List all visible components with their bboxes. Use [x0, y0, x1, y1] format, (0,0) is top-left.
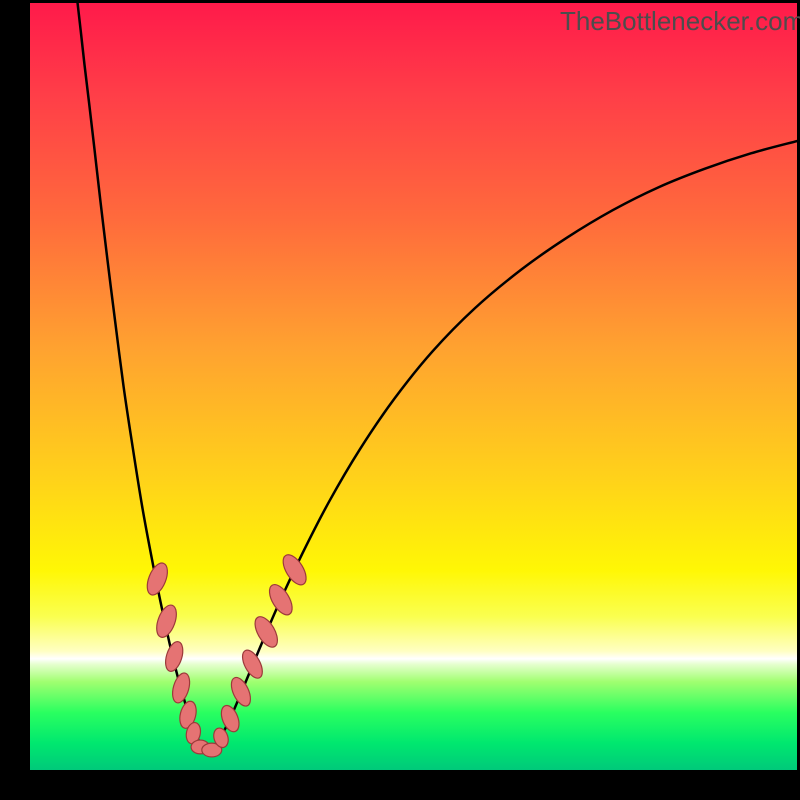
chart-svg — [30, 3, 797, 770]
right-curve — [208, 141, 797, 752]
bead — [238, 647, 266, 681]
left-curve — [78, 3, 208, 752]
watermark-text: TheBottlenecker.com — [560, 6, 800, 37]
canvas: TheBottlenecker.com — [0, 0, 800, 800]
bead — [162, 640, 186, 674]
bead — [265, 581, 297, 619]
bead — [153, 602, 180, 639]
plot-area — [30, 3, 797, 770]
bead — [227, 675, 254, 709]
bead — [250, 613, 281, 651]
bead — [279, 551, 311, 589]
bead — [169, 671, 192, 705]
bead — [143, 560, 171, 598]
bead-group — [143, 551, 311, 757]
